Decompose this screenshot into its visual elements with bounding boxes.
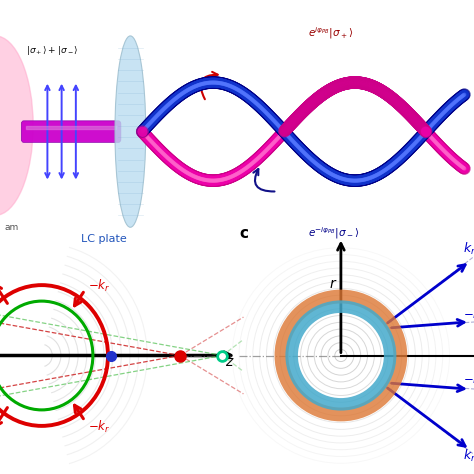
Ellipse shape	[0, 36, 33, 215]
Text: $\mathbf{c}$: $\mathbf{c}$	[239, 226, 249, 241]
Text: $e^{i\varphi_{PB}}|\sigma_+\rangle$: $e^{i\varphi_{PB}}|\sigma_+\rangle$	[308, 25, 353, 41]
Text: $-k_r$: $-k_r$	[463, 307, 474, 322]
Ellipse shape	[115, 36, 146, 228]
Text: $|\sigma_+\rangle+|\sigma_-\rangle$: $|\sigma_+\rangle+|\sigma_-\rangle$	[26, 45, 79, 57]
Text: $k_r$: $k_r$	[463, 241, 474, 257]
Text: $e^{-i\varphi_{PB}}|\sigma_-\rangle$: $e^{-i\varphi_{PB}}|\sigma_-\rangle$	[308, 225, 359, 241]
Text: am: am	[5, 223, 19, 232]
FancyBboxPatch shape	[21, 121, 121, 142]
Text: $-k_r$: $-k_r$	[88, 419, 110, 435]
Text: $z$: $z$	[226, 355, 235, 369]
Text: $-k_r$: $-k_r$	[88, 278, 110, 294]
Text: $k_r$: $k_r$	[463, 448, 474, 464]
Text: $r$: $r$	[329, 277, 337, 291]
Text: LC plate: LC plate	[82, 234, 127, 244]
Text: $-k_r$: $-k_r$	[463, 372, 474, 388]
